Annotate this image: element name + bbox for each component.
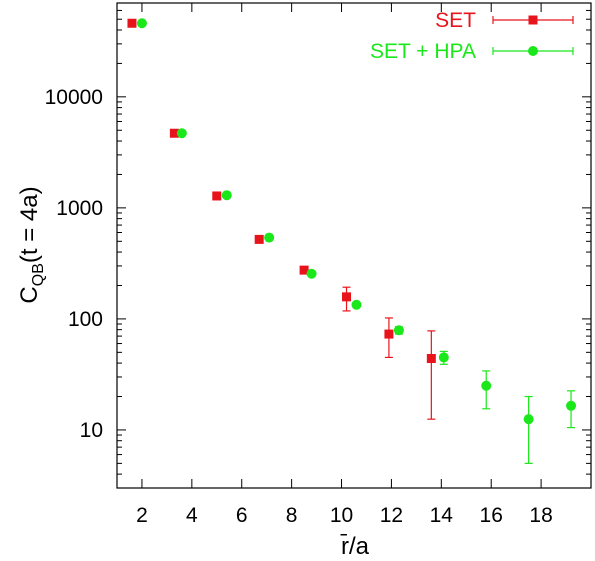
data-point-square [299, 265, 309, 275]
major-ticks [117, 3, 591, 488]
series-set [127, 18, 436, 420]
data-point-circle [176, 128, 187, 139]
y-tick-label: 100 [68, 308, 103, 331]
x-tick-label: 10 [330, 504, 353, 527]
x-axis-title: r̄/a [340, 533, 370, 560]
y-tick-label: 10000 [45, 86, 103, 109]
data-point-square [169, 128, 179, 138]
plot-frame [116, 2, 592, 489]
x-tick-label: 2 [136, 504, 148, 527]
x-tick-label: 18 [529, 504, 552, 527]
legend-label: SET + HPA [370, 40, 476, 63]
x-tick-label: 4 [186, 504, 198, 527]
x-tick-label: 14 [430, 504, 454, 527]
y-tick-label: 10 [80, 419, 103, 442]
x-tick-label: 6 [236, 504, 248, 527]
x-tick-label: 12 [380, 504, 403, 527]
data-point-square [384, 329, 394, 339]
y-axis-title-rest: (t = 4a) [16, 186, 43, 263]
legend-marker-square [528, 15, 538, 25]
x-tick-label: 16 [480, 504, 503, 527]
minor-ticks [117, 2, 591, 489]
tick-labels: 2 4 6 8 10 12 14 16 18 10 100 1000 10000 [45, 86, 553, 527]
series-layer [127, 18, 577, 464]
data-point-circle [393, 325, 404, 336]
data-point-circle [481, 380, 492, 391]
legend-marker-circle [528, 46, 538, 56]
legend-item: SET [435, 9, 574, 32]
data-point-circle [523, 414, 534, 425]
y-axis-title: CQB(t = 4a) [16, 186, 47, 303]
series-set-hpa [136, 18, 577, 464]
legend-item: SET + HPA [370, 40, 574, 63]
data-point-circle [221, 190, 232, 201]
data-point-circle [438, 352, 449, 363]
data-point-square [127, 18, 137, 28]
y-axis-title-main: C [16, 286, 43, 303]
data-point-square [426, 353, 436, 363]
legend: SET SET + HPA [370, 9, 574, 63]
data-point-square [342, 292, 352, 302]
data-point-square [254, 234, 264, 244]
data-point-circle [351, 299, 362, 310]
data-point-circle [566, 400, 577, 411]
y-tick-label: 1000 [56, 197, 103, 220]
legend-label: SET [435, 9, 476, 32]
y-axis-title-subscript: QB [30, 263, 47, 286]
data-point-square [212, 191, 222, 201]
data-point-circle [264, 232, 275, 243]
x-tick-label: 8 [286, 504, 298, 527]
data-point-circle [306, 268, 317, 279]
data-point-circle [136, 18, 147, 29]
